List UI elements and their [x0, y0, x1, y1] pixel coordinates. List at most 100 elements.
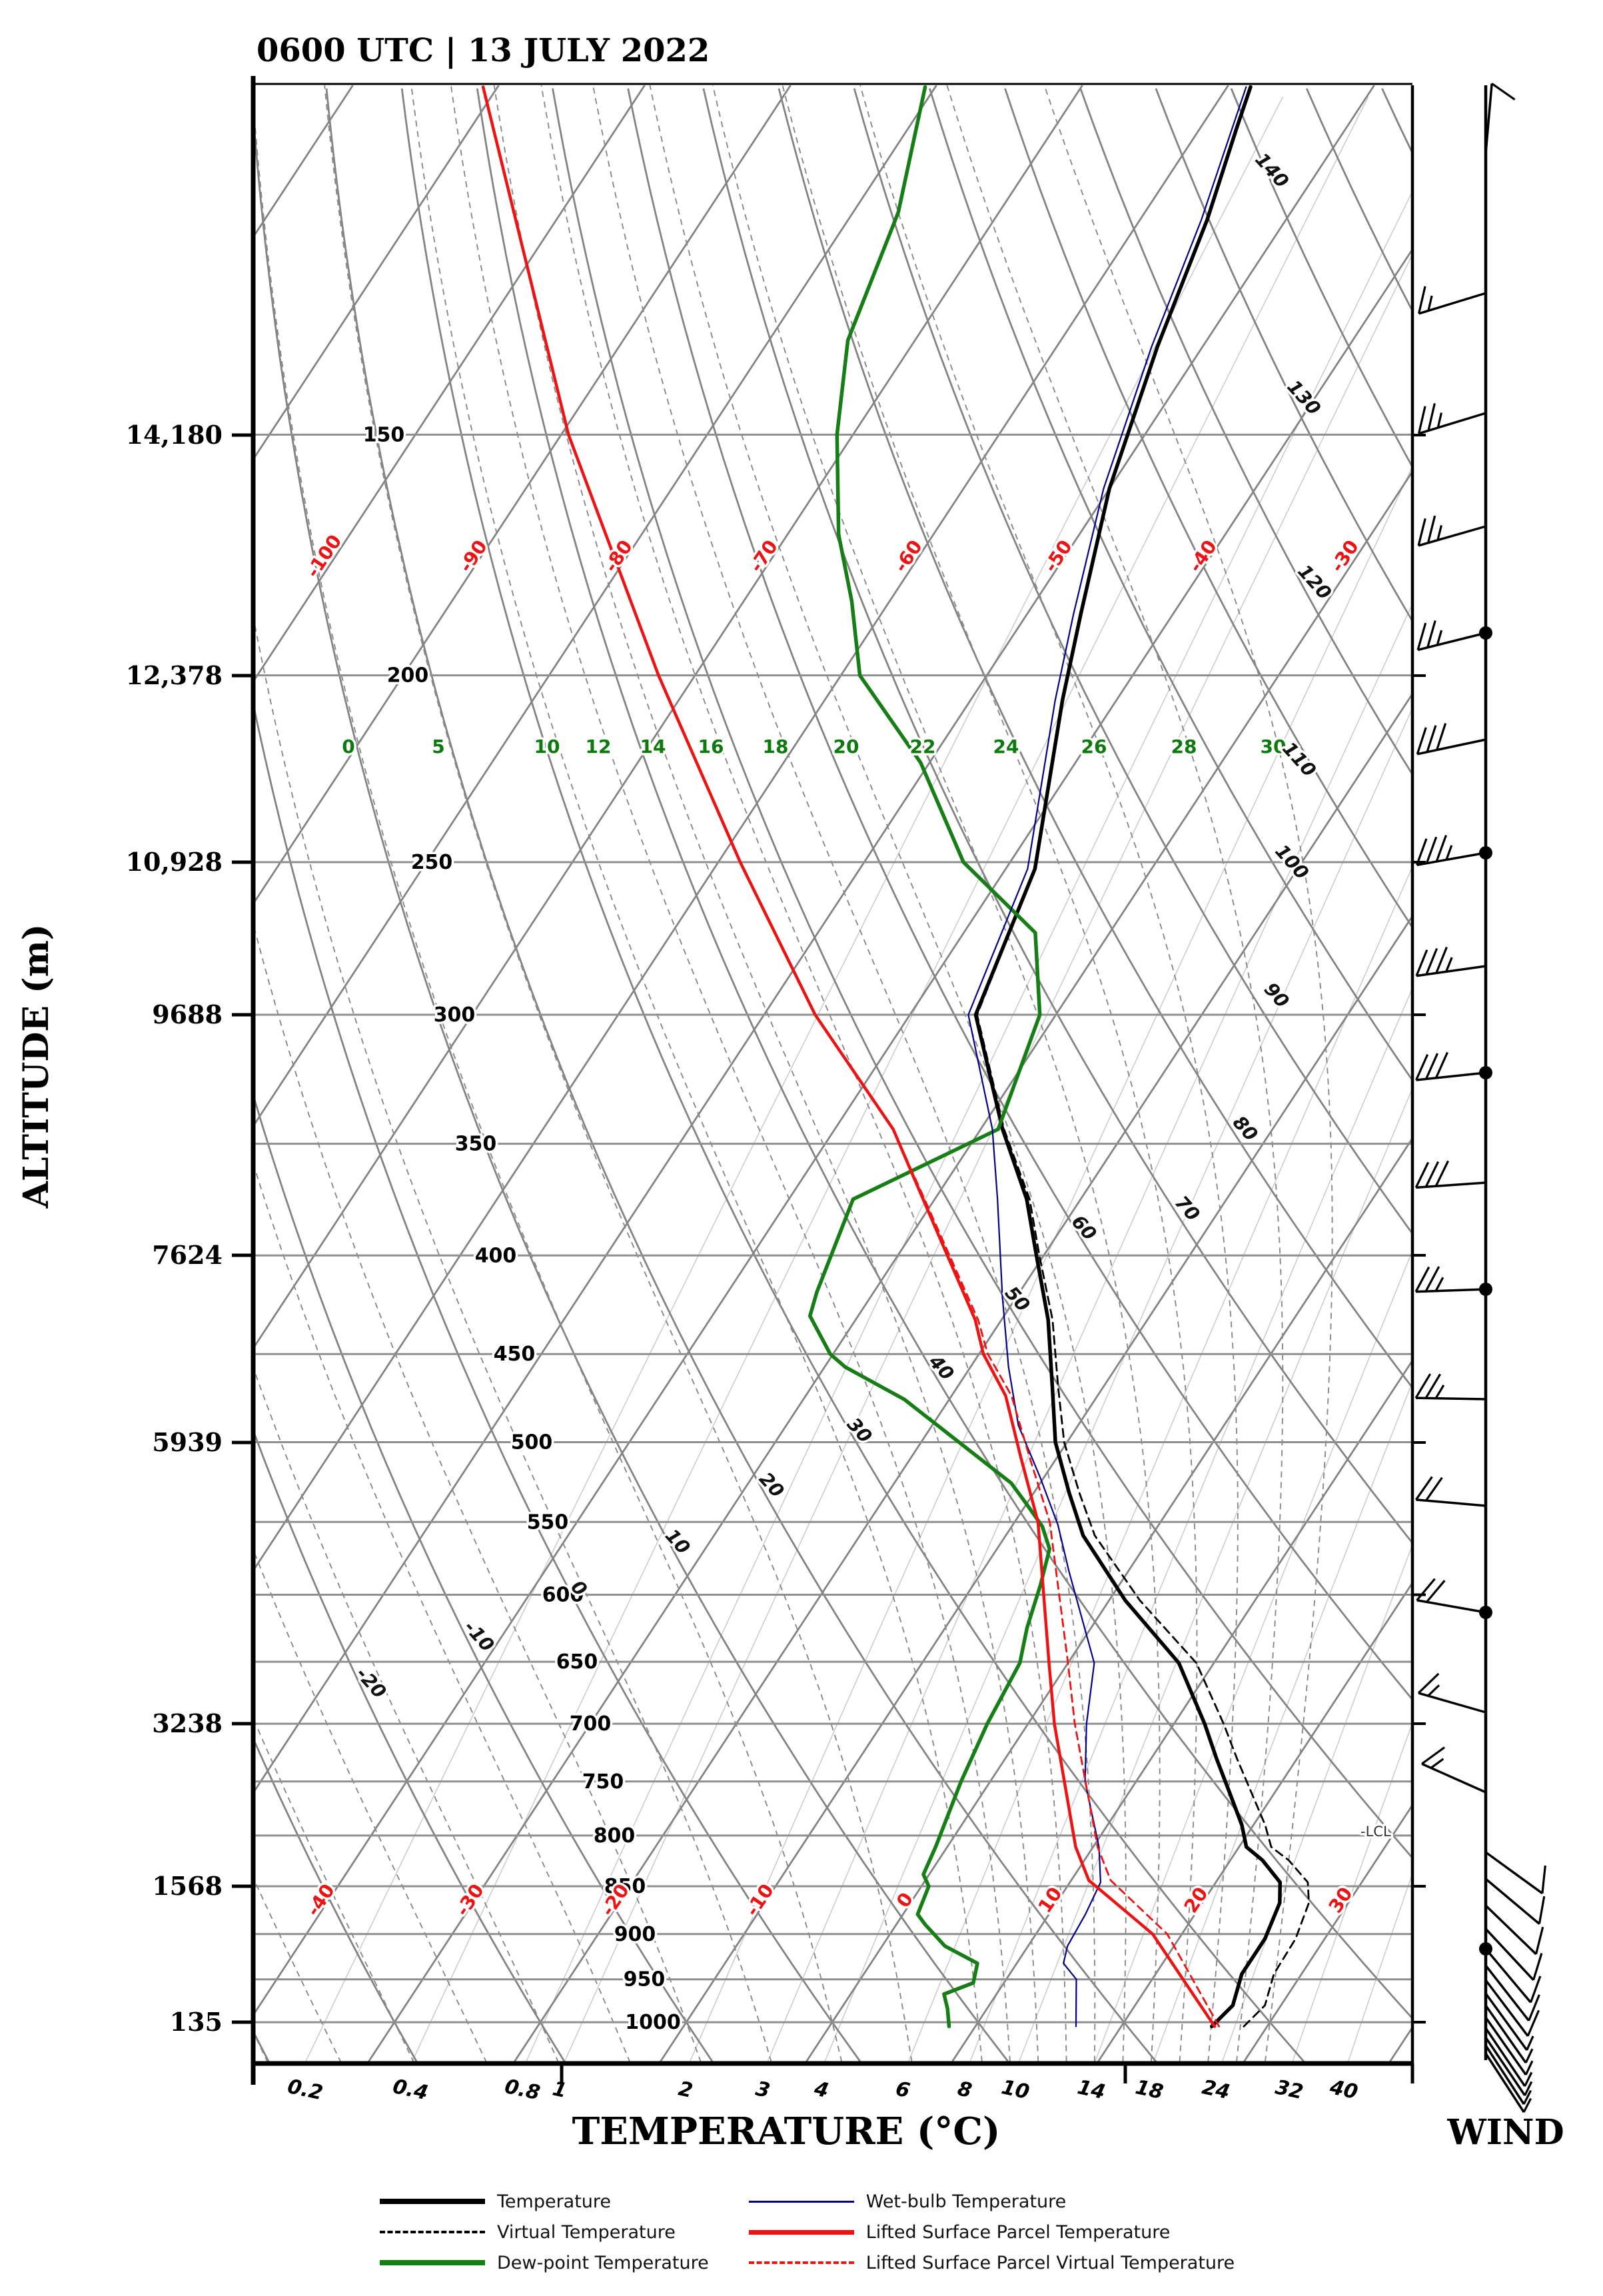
dry-adiabat-line [253, 1091, 715, 2063]
titles: 0600 UTC | 13 JULY 2022 ALTITUDE (m) TEMPE… [16, 32, 1564, 2153]
station-dot [1479, 1283, 1492, 1296]
mixing-ratio-line [1093, 1249, 1412, 2063]
isobar-label: 700 [570, 1712, 612, 1736]
moist-adiabat-label: 18 [763, 736, 789, 758]
barb-feather-full [1425, 836, 1438, 864]
barb-feather-full [1426, 1580, 1446, 1603]
barb-feather-full [1425, 1476, 1443, 1502]
barb-feather-full [1421, 1746, 1445, 1765]
altitude-tick-label: 135 [170, 2007, 223, 2037]
wind-barb [1417, 515, 1486, 547]
wind-barb [1415, 946, 1486, 977]
barb-feather-full [1529, 1976, 1542, 2003]
wind-barb [1484, 1878, 1546, 1925]
wind-barb [1484, 1928, 1543, 1981]
barb-staff [1484, 1948, 1532, 2004]
barb-staff [1484, 1904, 1537, 1956]
barb-feather-full [1415, 949, 1428, 977]
barb-staff [1484, 1878, 1540, 1925]
barb-feather-full [1528, 1994, 1540, 2021]
virtual-temperature-line-swatch [380, 2231, 485, 2233]
barb-feather-half [1427, 295, 1433, 311]
barb-feather-full [1414, 1161, 1430, 1189]
dry-adiabat-line [552, 88, 1412, 1860]
altitude-tick-label: 9688 [152, 999, 223, 1029]
mixing-ratio-line [907, 865, 1412, 2063]
barb-feather-half [1436, 630, 1443, 646]
legend-label: Lifted Surface Parcel Virtual Temperatur… [865, 2252, 1235, 2273]
isotherm-line [253, 85, 1229, 1572]
legend-item-parcel-temperature: Lifted Surface Parcel Temperature [748, 2221, 1235, 2243]
legend-label: Wet-bulb Temperature [865, 2191, 1067, 2212]
dry-adiabat-line [253, 1427, 567, 2063]
dry-adiabat-line [400, 88, 1307, 2063]
mixing-ratio-line [1291, 1721, 1412, 2063]
moist-adiabat-line [712, 85, 1161, 2063]
dry-adiabat-line [325, 88, 1159, 2063]
barb-staff [1416, 1071, 1486, 1081]
wind-axis-title: WIND [1446, 2112, 1564, 2153]
barb-feather-full [1416, 622, 1427, 650]
isotherm-line [1096, 1581, 1412, 2063]
wind-barb [1484, 2037, 1533, 2097]
moist-adiabat-label: 30 [1261, 736, 1287, 758]
mixing-ratio-line [1221, 1543, 1412, 2063]
barb-staff [1416, 1288, 1486, 1293]
barb-staff [1484, 83, 1493, 154]
barb-feather-full [1538, 1896, 1546, 1924]
moist-adiabat-line [410, 85, 983, 2063]
barb-feather-full [1426, 620, 1436, 648]
temperature-line-swatch [380, 2199, 485, 2204]
parcel-virtual-line-swatch [748, 2261, 854, 2264]
station-dot [1479, 1942, 1492, 1956]
barb-feather-full [1532, 1953, 1543, 1981]
moist-adiabat-label: 24 [993, 736, 1019, 758]
barb-staff [1484, 2016, 1527, 2076]
wind-barb [1418, 286, 1486, 315]
moist-adiabat-label: 20 [833, 736, 859, 758]
moist-adiabat-line [253, 921, 702, 2063]
barb-staff [1484, 1964, 1530, 2021]
wind-barb [1484, 1964, 1540, 2021]
altitude-tick-label: 1568 [152, 1871, 223, 1901]
barb-staff [1484, 1851, 1543, 1895]
wind-barb [1417, 1672, 1486, 1714]
series-lifted-surface-parcel-virtual-temperature [482, 86, 1221, 2027]
legend-item-parcel-virtual-temperature: Lifted Surface Parcel Virtual Temperatur… [748, 2252, 1235, 2273]
wind-barb [1484, 2027, 1533, 2087]
barb-feather-full [1414, 1373, 1432, 1399]
legend-label: Lifted Surface Parcel Temperature [865, 2221, 1171, 2243]
isotherm-line [253, 85, 1083, 1351]
moist-adiabat-line [946, 85, 1284, 2063]
dry-adiabat-line [253, 103, 1011, 2063]
barb-feather-half [1524, 2060, 1534, 2075]
isotherm-line [253, 85, 937, 1128]
barb-staff [1484, 2053, 1525, 2113]
profile-curves [481, 85, 1310, 2029]
barb-feather-full [1416, 727, 1427, 755]
axes: 14,180 12,378 10,928 9688 7624 5939 3238 1568 13… [126, 76, 1426, 2085]
barb-staff [1417, 632, 1486, 652]
wind-barb [1484, 2053, 1532, 2113]
wind-barb [1418, 403, 1486, 435]
barb-feather-half [1522, 2097, 1532, 2113]
barb-feather-full [1541, 1865, 1546, 1894]
barb-feather-full [1418, 406, 1426, 434]
legend-column-left: Temperature Virtual Temperature Dew-poin… [380, 2191, 709, 2273]
moist-adiabat-label: 5 [432, 736, 444, 758]
barb-feather-full [1414, 1266, 1430, 1293]
barb-staff [1418, 1692, 1486, 1714]
wind-barb [1484, 2016, 1534, 2076]
barb-feather-half [1526, 2035, 1534, 2051]
moist-adiabat-label: 10 [534, 736, 560, 758]
mixing-ratio-tick-label: 32 [1273, 2075, 1305, 2104]
barb-feather-full [1434, 1160, 1450, 1187]
barb-feather-half [1522, 2089, 1532, 2105]
moist-adiabat-line [1043, 85, 1333, 2063]
wetbulb-line-swatch [748, 2200, 854, 2203]
barb-feather-full [1526, 2009, 1540, 2037]
wind-barb [1421, 1746, 1486, 1794]
barb-staff [1416, 1181, 1486, 1189]
altitude-tick-label: 12,378 [126, 660, 223, 690]
